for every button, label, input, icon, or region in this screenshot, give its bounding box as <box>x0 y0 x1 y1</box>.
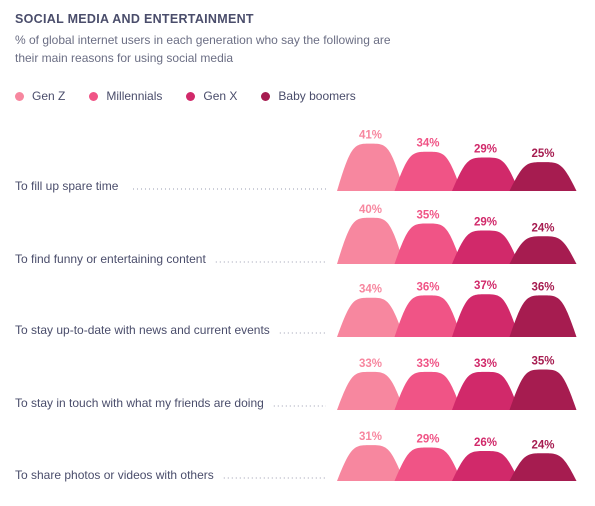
legend-item-gen-z: Gen Z <box>15 89 65 103</box>
data-label: 24% <box>531 439 554 451</box>
legend-label: Millennials <box>106 89 163 103</box>
bar-gen-x <box>452 294 519 337</box>
bar-gen-z <box>337 143 404 191</box>
data-label: 25% <box>531 148 554 160</box>
bar-gen-z <box>337 217 404 264</box>
legend-swatch <box>261 91 271 101</box>
data-label: 33% <box>474 358 497 370</box>
category-group: To stay in touch with what my friends ar… <box>15 356 577 410</box>
bar-baby-boomers <box>509 369 577 410</box>
legend-label: Baby boomers <box>278 89 356 103</box>
category-group: To share photos or videos with others 31%… <box>15 431 577 482</box>
bar-millennials <box>394 151 462 191</box>
category-label: To stay up-to-date with news and current… <box>15 323 270 337</box>
bar-gen-x <box>452 230 519 264</box>
category-label: To find funny or entertaining content <box>15 252 206 266</box>
data-label: 33% <box>416 358 439 370</box>
chart-title: SOCIAL MEDIA AND ENTERTAINMENT <box>15 12 254 26</box>
data-label: 34% <box>359 284 382 296</box>
data-label: 26% <box>474 437 497 449</box>
legend-item-gen-x: Gen X <box>186 89 237 103</box>
data-label: 31% <box>359 431 382 443</box>
data-label: 34% <box>416 138 439 150</box>
bar-millennials <box>394 223 462 264</box>
bar-baby-boomers <box>509 453 577 481</box>
bar-gen-x <box>452 371 519 410</box>
bar-gen-z <box>337 371 404 410</box>
category-label: To fill up spare time <box>15 179 119 193</box>
data-label: 37% <box>474 280 497 292</box>
bar-baby-boomers <box>509 295 577 337</box>
category-label: To stay in touch with what my friends ar… <box>15 396 264 410</box>
data-label: 33% <box>359 358 382 370</box>
bar-gen-z <box>337 297 404 337</box>
data-label: 29% <box>474 143 497 155</box>
legend-swatch <box>186 91 196 101</box>
data-label: 40% <box>359 204 382 216</box>
legend-swatch <box>89 91 99 101</box>
data-label: 35% <box>531 356 554 368</box>
category-group: To fill up spare time 41% 34% 29% 25% <box>15 130 577 193</box>
legend-item-baby-boomers: Baby boomers <box>261 89 356 103</box>
bar-gen-z <box>337 445 404 481</box>
data-label: 35% <box>416 210 439 222</box>
category-group: To find funny or entertaining content 40%… <box>15 204 577 266</box>
data-label: 29% <box>474 216 497 228</box>
data-label: 36% <box>416 281 439 293</box>
legend-item-millennials: Millennials <box>89 89 162 103</box>
legend-label: Gen X <box>203 89 238 103</box>
category-group: To stay up-to-date with news and current… <box>15 280 577 337</box>
bar-baby-boomers <box>509 236 577 264</box>
legend: Gen Z Millennials Gen X Baby boomers <box>15 88 380 104</box>
bar-gen-x <box>452 157 519 191</box>
data-label: 24% <box>531 222 554 234</box>
bar-gen-x <box>452 450 519 481</box>
bar-baby-boomers <box>509 162 577 191</box>
bar-millennials <box>394 371 462 410</box>
category-label: To share photos or videos with others <box>15 468 214 482</box>
legend-swatch <box>15 91 24 101</box>
chart-subtitle: % of global internet users in each gener… <box>15 33 391 65</box>
bar-millennials <box>394 447 462 481</box>
data-label: 29% <box>416 433 439 445</box>
legend-label: Gen Z <box>32 89 66 103</box>
data-label: 41% <box>359 130 382 142</box>
data-label: 36% <box>531 281 554 293</box>
bar-millennials <box>394 295 462 337</box>
